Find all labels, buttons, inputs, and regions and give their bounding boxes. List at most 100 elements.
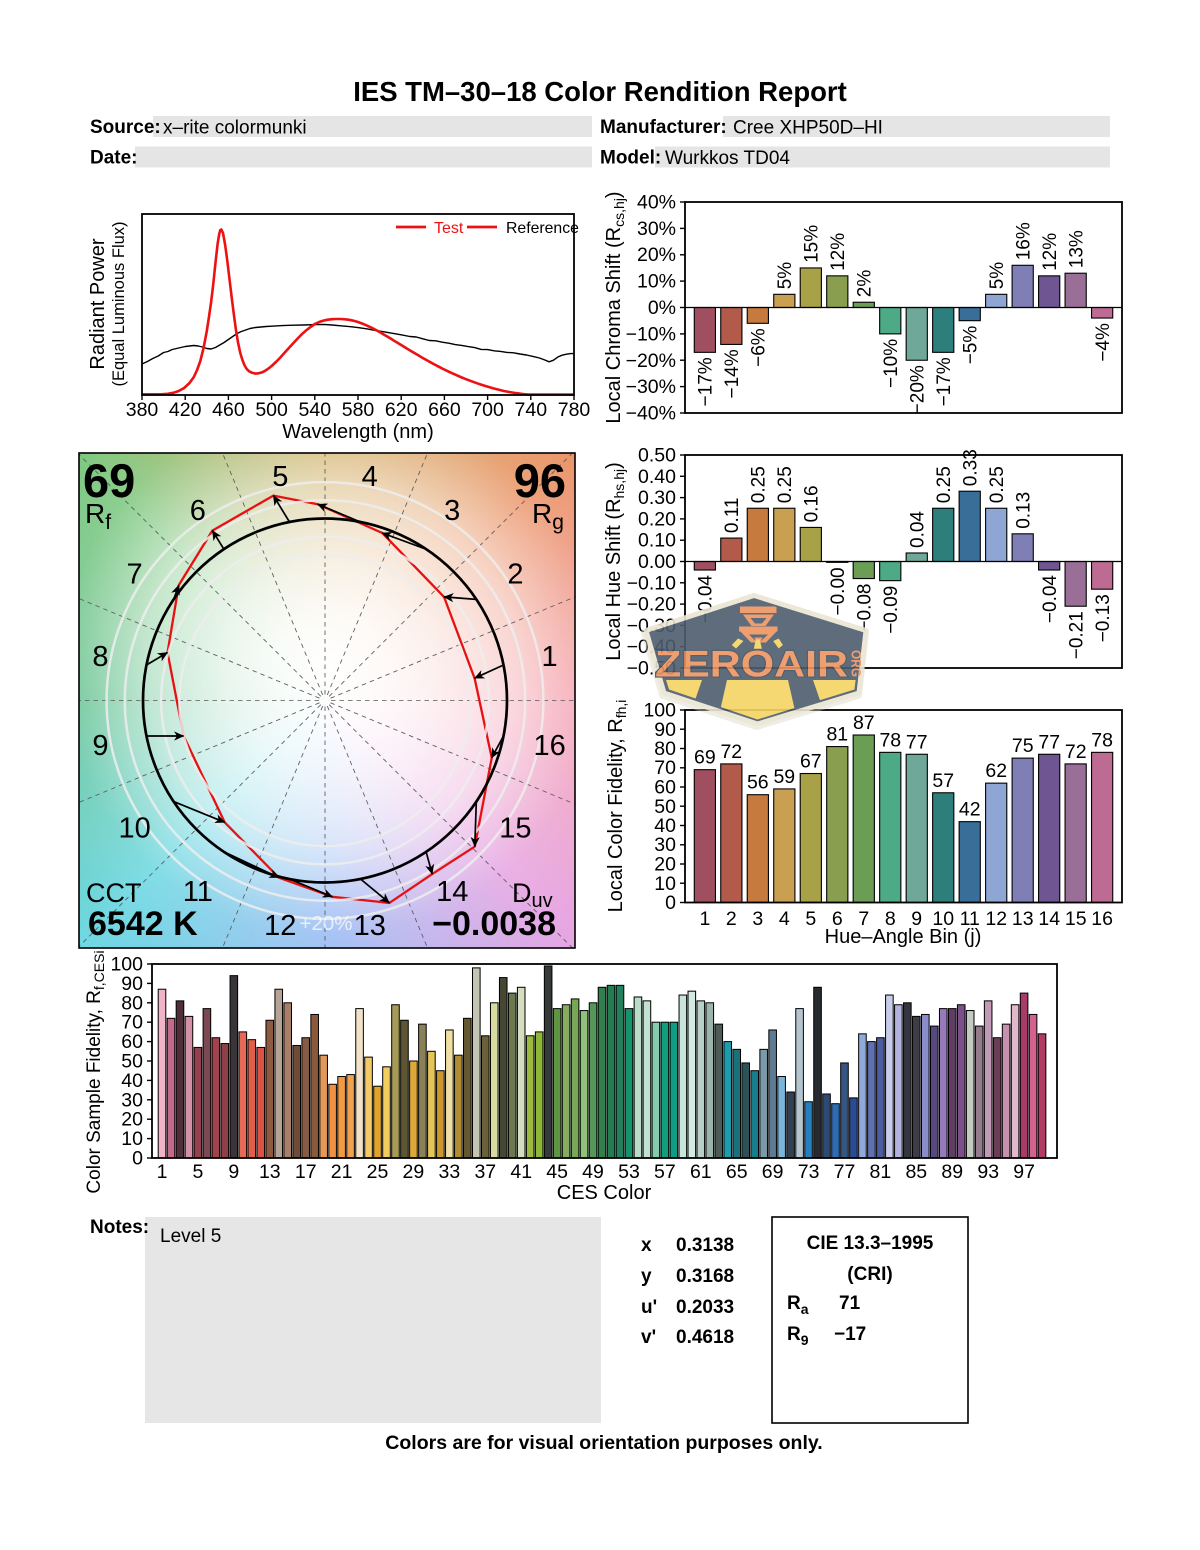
svg-text:15: 15	[1065, 908, 1087, 930]
svg-text:660: 660	[428, 399, 461, 421]
svg-text:x: x	[641, 1235, 652, 1256]
svg-text:−0.13: −0.13	[1093, 594, 1114, 642]
svg-text:Notes:: Notes:	[90, 1217, 149, 1238]
svg-text:5: 5	[805, 908, 816, 930]
svg-text:−10%: −10%	[626, 323, 676, 345]
svg-text:10: 10	[654, 873, 676, 895]
svg-text:CIE 13.3–1995: CIE 13.3–1995	[807, 1233, 934, 1254]
svg-text:0.20: 0.20	[638, 508, 676, 530]
svg-text:16: 16	[533, 730, 565, 762]
svg-text:0.2033: 0.2033	[676, 1297, 734, 1318]
svg-text:13: 13	[354, 910, 386, 942]
svg-text:0.11: 0.11	[722, 498, 743, 534]
svg-text:0.10: 0.10	[638, 530, 676, 552]
svg-text:580: 580	[342, 399, 375, 421]
svg-text:Date:: Date:	[90, 148, 138, 169]
svg-text:12: 12	[985, 908, 1007, 930]
svg-text:59: 59	[773, 766, 795, 788]
svg-text:78: 78	[1091, 729, 1113, 751]
svg-text:5: 5	[192, 1161, 203, 1183]
svg-text:−17%: −17%	[934, 357, 955, 406]
svg-text:40: 40	[121, 1070, 143, 1092]
svg-text:u': u'	[641, 1297, 657, 1318]
svg-text:72: 72	[1065, 741, 1087, 763]
svg-text:45: 45	[546, 1161, 568, 1183]
svg-text:11: 11	[960, 908, 980, 930]
svg-text:30: 30	[654, 834, 676, 856]
svg-text:53: 53	[618, 1161, 640, 1183]
svg-text:12%: 12%	[1040, 233, 1061, 271]
svg-text:20: 20	[654, 854, 676, 876]
svg-text:500: 500	[255, 399, 288, 421]
svg-text:77: 77	[906, 731, 928, 753]
svg-text:81: 81	[870, 1161, 892, 1183]
svg-text:16%: 16%	[1014, 222, 1035, 260]
svg-text:30: 30	[121, 1089, 143, 1111]
svg-text:3: 3	[752, 908, 763, 930]
svg-text:80: 80	[121, 992, 143, 1014]
svg-text:Color Sample Fidelity, Rf,CESi: Color Sample Fidelity, Rf,CESi	[84, 950, 107, 1193]
svg-text:14: 14	[436, 876, 468, 908]
svg-text:42: 42	[959, 799, 981, 821]
svg-text:40%: 40%	[637, 192, 676, 214]
svg-text:4: 4	[362, 461, 378, 493]
svg-text:5%: 5%	[987, 262, 1008, 290]
svg-text:2%: 2%	[855, 270, 876, 298]
svg-text:CES Color: CES Color	[557, 1182, 652, 1204]
svg-text:0.16: 0.16	[802, 485, 823, 522]
svg-text:25: 25	[367, 1161, 389, 1183]
svg-text:0.25: 0.25	[987, 466, 1008, 503]
svg-text:780: 780	[558, 399, 591, 421]
svg-text:78: 78	[879, 729, 901, 751]
svg-text:12%: 12%	[828, 233, 849, 271]
svg-text:80: 80	[654, 738, 676, 760]
svg-text:−14%: −14%	[722, 349, 743, 398]
svg-text:Local Hue Shift (Rhs,hj): Local Hue Shift (Rhs,hj)	[603, 462, 627, 661]
svg-text:62: 62	[985, 760, 1007, 782]
svg-text:8: 8	[885, 908, 896, 930]
svg-text:75: 75	[1012, 735, 1034, 757]
svg-text:61: 61	[690, 1161, 712, 1183]
svg-text:Reference: Reference	[506, 220, 579, 237]
svg-text:−17%: −17%	[696, 357, 717, 406]
svg-text:7: 7	[127, 558, 143, 590]
svg-text:0.3168: 0.3168	[676, 1266, 734, 1287]
svg-text:90: 90	[654, 719, 676, 741]
svg-text:740: 740	[515, 399, 548, 421]
svg-text:Cree XHP50D–HI: Cree XHP50D–HI	[733, 118, 883, 139]
svg-text:7: 7	[858, 908, 869, 930]
svg-text:−0.0038: −0.0038	[432, 905, 556, 943]
svg-text:2: 2	[507, 558, 523, 590]
svg-text:3: 3	[444, 495, 460, 527]
svg-text:Local Color Fidelity, Rfh,i: Local Color Fidelity, Rfh,i	[605, 700, 629, 913]
svg-text:69: 69	[762, 1161, 784, 1183]
svg-text:−17: −17	[834, 1324, 866, 1345]
svg-text:6: 6	[190, 495, 206, 527]
svg-text:−0.10: −0.10	[627, 572, 676, 594]
svg-text:9: 9	[92, 730, 108, 762]
svg-text:67: 67	[800, 751, 822, 773]
svg-text:11: 11	[183, 876, 213, 908]
svg-text:540: 540	[299, 399, 332, 421]
svg-text:37: 37	[474, 1161, 496, 1183]
svg-text:ORG: ORG	[849, 650, 864, 677]
svg-text:70: 70	[121, 1012, 143, 1034]
svg-text:9: 9	[228, 1161, 239, 1183]
svg-text:−20%: −20%	[908, 365, 929, 414]
svg-text:87: 87	[853, 712, 875, 734]
svg-text:85: 85	[905, 1161, 927, 1183]
svg-text:12: 12	[264, 910, 296, 942]
svg-text:69: 69	[83, 454, 135, 507]
svg-text:Level 5: Level 5	[160, 1226, 221, 1247]
svg-text:Manufacturer:: Manufacturer:	[600, 117, 727, 138]
svg-text:0.40: 0.40	[638, 466, 676, 488]
svg-text:50: 50	[121, 1051, 143, 1073]
svg-text:93: 93	[977, 1161, 999, 1183]
svg-text:1: 1	[157, 1161, 168, 1183]
svg-text:IES TM–30–18 Color Rendition R: IES TM–30–18 Color Rendition Report	[353, 76, 847, 107]
svg-text:71: 71	[839, 1293, 861, 1314]
svg-text:33: 33	[439, 1161, 461, 1183]
svg-text:96: 96	[514, 454, 566, 507]
svg-text:−5%: −5%	[961, 326, 982, 365]
svg-text:CCT: CCT	[86, 878, 142, 908]
